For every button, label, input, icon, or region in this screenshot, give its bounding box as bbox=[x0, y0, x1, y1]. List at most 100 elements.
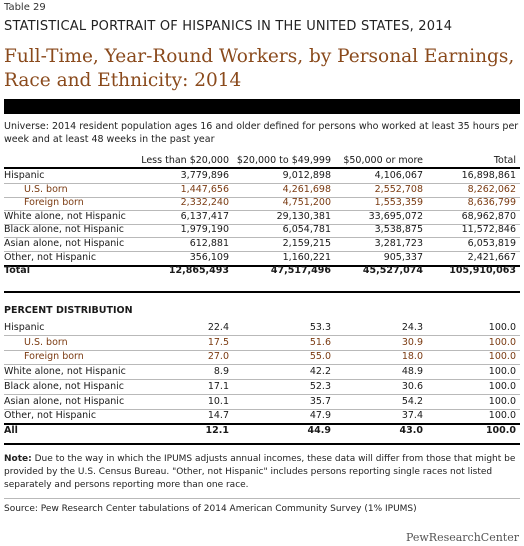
table-cell: 8.9 bbox=[213, 366, 229, 378]
table-cell: 2,421,667 bbox=[467, 251, 516, 263]
note: Note: Due to the way in which the IPUMS … bbox=[4, 453, 516, 492]
table-cell: 6,053,819 bbox=[467, 238, 516, 249]
table-cell: 45,527,074 bbox=[362, 265, 423, 277]
column-header: Total bbox=[493, 155, 516, 166]
table-cell: 47.9 bbox=[309, 410, 331, 422]
row-divider bbox=[4, 349, 520, 351]
table-cell: 100.0 bbox=[488, 410, 516, 422]
table-cell: 17.5 bbox=[207, 336, 229, 348]
row-label: Hispanic bbox=[4, 322, 45, 333]
total-rule bbox=[4, 264, 520, 267]
section-rule bbox=[4, 291, 520, 293]
table-cell: 1,160,221 bbox=[282, 251, 331, 263]
table-cell: 2,332,240 bbox=[180, 197, 229, 209]
table-cell: 52.3 bbox=[309, 380, 331, 392]
total-row-label: Total bbox=[4, 265, 30, 277]
table-cell: 100.0 bbox=[485, 424, 516, 436]
table-cell: 356,109 bbox=[189, 251, 229, 263]
table-cell: 100.0 bbox=[488, 366, 516, 378]
table-cell: 4,261,698 bbox=[282, 183, 331, 195]
table-cell: 29,130,381 bbox=[276, 210, 331, 222]
note-text: Due to the way in which the IPUMS adjust… bbox=[4, 454, 516, 490]
table-cell: 35.7 bbox=[309, 395, 331, 407]
table-cell: 30.9 bbox=[401, 336, 423, 348]
table-cell: 8,262,062 bbox=[467, 183, 516, 195]
table-cell: 14.7 bbox=[207, 410, 229, 422]
table-cell: 3,538,875 bbox=[374, 224, 423, 236]
row-label: Asian alone, not Hispanic bbox=[4, 395, 125, 407]
universe-text: Universe: 2014 resident population ages … bbox=[4, 121, 519, 145]
row-label: Other, not Hispanic bbox=[4, 251, 97, 263]
row-label: Black alone, not Hispanic bbox=[4, 224, 124, 236]
table-cell: 2,159,215 bbox=[282, 238, 331, 249]
row-label: Foreign born bbox=[24, 197, 84, 209]
table-cell: 8,636,799 bbox=[467, 197, 516, 209]
percent-heading: PERCENT DISTRIBUTION bbox=[4, 305, 133, 316]
row-divider bbox=[4, 196, 520, 198]
table-cell: 30.6 bbox=[401, 380, 423, 392]
table-cell: 44.9 bbox=[307, 424, 331, 436]
table-cell: 16,898,861 bbox=[461, 170, 516, 181]
row-divider bbox=[4, 251, 520, 252]
table-cell: 3,779,896 bbox=[180, 170, 229, 181]
row-label: Foreign born bbox=[24, 351, 84, 363]
table-cell: 33,695,072 bbox=[368, 210, 423, 222]
table-cell: 6,137,417 bbox=[180, 210, 229, 222]
table-cell: 10.1 bbox=[207, 395, 229, 407]
table-cell: 100.0 bbox=[488, 336, 516, 348]
table-cell: 17.1 bbox=[207, 380, 229, 392]
table-number: Table 29 bbox=[4, 2, 46, 13]
table-cell: 2,552,708 bbox=[374, 183, 423, 195]
table-cell: 4,106,067 bbox=[374, 170, 423, 181]
table-cell: 68,962,870 bbox=[461, 210, 516, 222]
table-cell: 1,553,359 bbox=[374, 197, 423, 209]
row-divider bbox=[4, 408, 520, 410]
source-text: Source: Pew Research Center tabulations … bbox=[4, 504, 417, 514]
table-cell: 6,054,781 bbox=[282, 224, 331, 236]
table-cell: 11,572,846 bbox=[461, 224, 516, 236]
row-divider bbox=[4, 210, 520, 212]
row-divider bbox=[4, 335, 520, 336]
table-cell: 9,012,898 bbox=[282, 170, 331, 181]
row-divider bbox=[4, 379, 520, 381]
table-cell: 1,447,656 bbox=[180, 183, 229, 195]
table-cell: 105,910,063 bbox=[449, 265, 516, 277]
table-cell: 100.0 bbox=[488, 322, 516, 333]
table-cell: 100.0 bbox=[488, 395, 516, 407]
row-label: U.S. born bbox=[24, 183, 68, 195]
table-cell: 905,337 bbox=[383, 251, 423, 263]
table-cell: 27.0 bbox=[207, 351, 229, 363]
table-cell: 12.1 bbox=[205, 424, 229, 436]
row-label: White alone, not Hispanic bbox=[4, 366, 126, 378]
table-cell: 54.2 bbox=[401, 395, 423, 407]
table-cell: 3,281,723 bbox=[374, 238, 423, 249]
table-cell: 22.4 bbox=[207, 322, 229, 333]
row-divider bbox=[4, 364, 520, 366]
row-label: Hispanic bbox=[4, 170, 45, 181]
table-cell: 12,865,493 bbox=[168, 265, 229, 277]
row-label: White alone, not Hispanic bbox=[4, 210, 126, 222]
header-bar bbox=[4, 99, 520, 114]
row-label: Asian alone, not Hispanic bbox=[4, 238, 125, 249]
table-cell: 100.0 bbox=[488, 351, 516, 363]
row-label: Black alone, not Hispanic bbox=[4, 380, 124, 392]
table-cell: 53.3 bbox=[309, 322, 331, 333]
table-cell: 100.0 bbox=[488, 380, 516, 392]
series-title: STATISTICAL PORTRAIT OF HISPANICS IN THE… bbox=[4, 19, 453, 34]
column-header: Less than $20,000 bbox=[141, 155, 229, 166]
column-header: $50,000 or more bbox=[343, 155, 423, 166]
table-end-rule bbox=[4, 443, 520, 445]
row-label: Other, not Hispanic bbox=[4, 410, 97, 422]
table-cell: 55.0 bbox=[309, 351, 331, 363]
total-row-label: All bbox=[4, 424, 18, 436]
row-divider bbox=[4, 393, 520, 395]
row-label: U.S. born bbox=[24, 336, 68, 348]
table-cell: 37.4 bbox=[401, 410, 423, 422]
table-cell: 1,979,190 bbox=[180, 224, 229, 236]
table-cell: 43.0 bbox=[399, 424, 423, 436]
column-header: $20,000 to $49,999 bbox=[236, 155, 331, 166]
table-title: Full-Time, Year-Round Workers, by Person… bbox=[4, 46, 515, 91]
table-cell: 4,751,200 bbox=[282, 197, 331, 209]
table-cell: 18.0 bbox=[401, 351, 423, 363]
header-rule bbox=[4, 167, 520, 169]
